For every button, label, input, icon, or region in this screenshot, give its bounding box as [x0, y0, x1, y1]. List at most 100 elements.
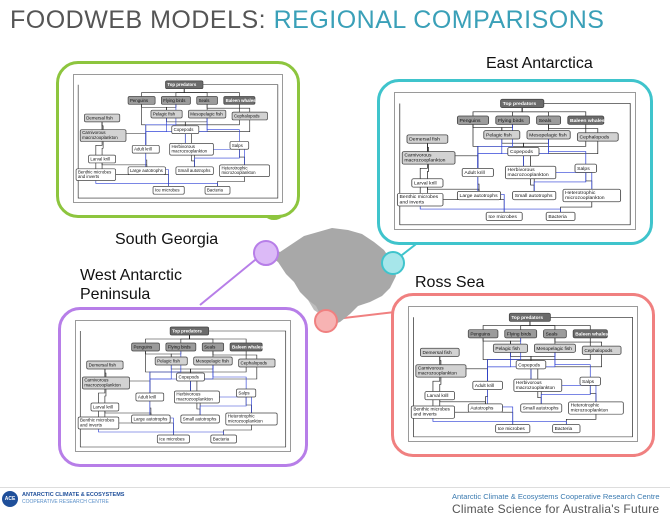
foodweb-ross-sea: Top predators Penguins Flying birds Seals Ba…	[410, 312, 633, 438]
node-copepods: Copepods	[171, 125, 200, 134]
svg-text:Herbivorous: Herbivorous	[508, 167, 536, 173]
svg-text:Herbivorous: Herbivorous	[516, 380, 542, 385]
foodweb-link	[184, 133, 245, 165]
svg-text:Penguins: Penguins	[134, 345, 153, 350]
svg-text:Top predators: Top predators	[503, 101, 537, 107]
svg-text:Mesopelagic fish: Mesopelagic fish	[529, 133, 567, 139]
node-larval-krill: Larval krill	[88, 154, 116, 164]
svg-text:Benthic microbes: Benthic microbes	[413, 407, 450, 412]
node-pelagic-fish: Pelagic fish	[154, 356, 188, 366]
svg-text:microzooplankton: microzooplankton	[571, 408, 609, 413]
svg-text:Baleen whales: Baleen whales	[570, 118, 605, 124]
svg-text:Seals: Seals	[204, 345, 215, 350]
foodweb-link	[472, 124, 503, 131]
node-bacteria: Bacteria	[545, 211, 576, 221]
node-flying-birds: Flying birds	[165, 342, 197, 352]
ace-logo-icon: ACE	[2, 491, 18, 507]
foodweb-link	[439, 377, 442, 392]
node-baleen-whales: Baleen whales	[567, 115, 605, 125]
svg-text:Pelagic fish: Pelagic fish	[157, 359, 180, 364]
svg-text:Demersal fish: Demersal fish	[89, 363, 117, 368]
svg-text:Carnivorous: Carnivorous	[84, 378, 108, 383]
svg-text:Salps: Salps	[577, 166, 590, 172]
svg-text:Larval krill: Larval krill	[427, 393, 448, 398]
foodweb-link	[554, 352, 591, 378]
svg-text:Larval krill: Larval krill	[90, 157, 110, 162]
east-antarctica-bubble	[381, 251, 405, 275]
node-cephalopods: Cephalopods	[238, 358, 276, 368]
svg-text:macrozooplankton: macrozooplankton	[176, 397, 213, 402]
svg-text:Baleen whales: Baleen whales	[232, 345, 263, 350]
foodweb-link	[548, 139, 587, 165]
node-ice-microbes: Ice microbes	[152, 186, 185, 195]
foodweb-link	[190, 381, 252, 413]
foodweb-frame	[399, 103, 631, 226]
node-pelagic-fish: Pelagic fish	[150, 109, 183, 119]
label-south-georgia: South Georgia	[115, 231, 219, 248]
foodweb-link	[548, 124, 599, 133]
node-bacteria: Bacteria	[204, 186, 231, 195]
foodweb-link	[530, 368, 597, 402]
svg-text:and inverts: and inverts	[80, 423, 102, 428]
foodweb-link	[170, 351, 182, 357]
svg-text:Copepods: Copepods	[174, 127, 194, 132]
svg-text:Autotrophs: Autotrophs	[470, 406, 494, 411]
node-seals: Seals	[201, 342, 225, 352]
foodweb-link	[145, 351, 172, 357]
svg-text:Flying birds: Flying birds	[498, 118, 524, 124]
svg-text:Small autotrophs: Small autotrophs	[178, 168, 211, 173]
svg-text:macrozooplankton: macrozooplankton	[418, 371, 457, 376]
foodweb-link	[217, 176, 245, 187]
svg-text:Heterotrophic: Heterotrophic	[221, 165, 247, 170]
node-copepods: Copepods	[176, 372, 205, 382]
node-adult-krill: Adult krill	[461, 167, 494, 178]
node-small-autotrophs: Small autotrophs	[175, 166, 214, 175]
node-penguins: Penguins	[467, 329, 499, 339]
foodweb-link	[537, 391, 542, 404]
svg-text:and inverts: and inverts	[78, 174, 99, 179]
svg-text:Bacteria: Bacteria	[207, 188, 224, 193]
svg-text:Demersal fish: Demersal fish	[422, 350, 452, 355]
foodweb-link	[510, 337, 522, 345]
foodweb-link	[585, 172, 593, 190]
node-adult-krill: Adult krill	[472, 380, 503, 390]
ace-logo-text: ANTARCTIC CLIMATE & ECOSYSTEMS COOPERATI…	[22, 492, 124, 506]
node-copepods: Copepods	[507, 147, 540, 157]
node-salps: Salps	[229, 141, 250, 150]
node-cephalopods: Cephalopods	[576, 132, 619, 142]
node-penguins: Penguins	[456, 115, 490, 125]
svg-text:Carnivorous: Carnivorous	[82, 130, 105, 135]
svg-text:Adult krill: Adult krill	[134, 147, 152, 152]
foodweb-link	[472, 124, 479, 169]
node-larval-krill: Larval krill	[90, 402, 120, 412]
foodweb-link	[199, 397, 247, 415]
foodweb-link	[523, 155, 593, 190]
foodweb-link	[560, 201, 593, 213]
node-pelagic-fish: Pelagic fish	[492, 343, 528, 353]
foodweb-link	[98, 429, 224, 435]
foodweb-east-antarctica: Top predators Penguins Flying birds Seals Ba…	[396, 98, 631, 226]
foodweb-link	[183, 88, 240, 97]
svg-text:and inverts: and inverts	[413, 412, 437, 417]
svg-text:Baleen whales: Baleen whales	[575, 332, 608, 337]
svg-text:Salps: Salps	[238, 391, 249, 396]
svg-text:Top predators: Top predators	[172, 329, 202, 334]
svg-text:macrozooplankton: macrozooplankton	[508, 172, 550, 178]
svg-text:Mesopelagic fish: Mesopelagic fish	[536, 346, 572, 351]
svg-text:Heterotrophic: Heterotrophic	[565, 190, 596, 196]
node-larval-krill: Larval krill	[424, 391, 455, 401]
node-salps: Salps	[236, 388, 257, 398]
foodweb-link	[589, 385, 597, 402]
svg-text:Seals: Seals	[546, 332, 559, 337]
panel-wap: Top predators Penguins Flying birds Seals Ba…	[58, 307, 308, 467]
foodweb-link	[206, 104, 251, 113]
svg-text:Seals: Seals	[539, 118, 552, 124]
svg-text:Large autotrophs: Large autotrophs	[130, 168, 163, 173]
node-pelagic-fish: Pelagic fish	[483, 130, 521, 140]
